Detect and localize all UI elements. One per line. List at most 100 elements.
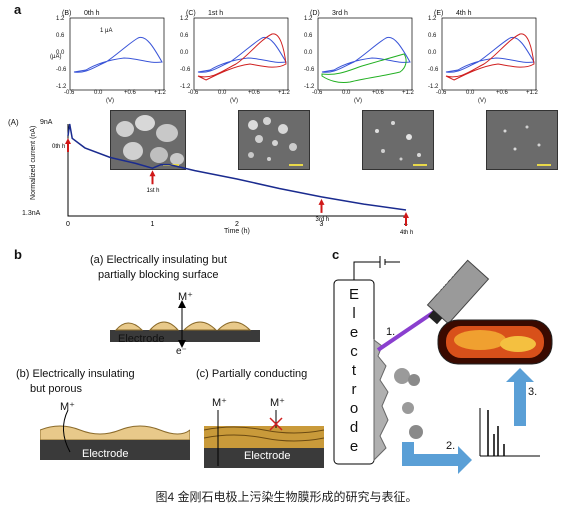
electrode-letter: E <box>348 286 359 303</box>
subpanel-a-title-line1: (a) Electrically insulating but <box>90 254 227 266</box>
electrode-letter: t <box>351 362 357 379</box>
time-marker-arrow <box>403 212 409 227</box>
cv-curve-blue <box>321 36 411 73</box>
time-marker-arrow <box>149 170 156 185</box>
sem-image-1h <box>238 110 310 170</box>
cv-panel-2: (D) 3rd h 1.2 0.6 0.0 -0.6 -1.2 -0.6 0.0 +0.6 +1.2… <box>304 10 414 104</box>
cv-curve-red <box>197 33 287 81</box>
cv-plot <box>69 17 165 91</box>
cv-frame <box>193 17 289 91</box>
cv-xtick: -0.6 <box>188 90 199 96</box>
electrode-letter: l <box>352 305 356 322</box>
sem-image-4h <box>486 110 558 170</box>
cv-xtick: -0.6 <box>312 90 323 96</box>
main-chart-xtick: 2 <box>235 221 239 228</box>
panel-c-diagram <box>333 256 553 474</box>
cv-ytick: 0.6 <box>180 33 189 39</box>
cv-frame <box>441 17 537 91</box>
cv-frame <box>69 17 165 91</box>
sem-image-0h <box>110 110 186 170</box>
main-chart-xtick: 0 <box>66 221 70 228</box>
cv-ytick: -1.2 <box>428 84 439 90</box>
cv-curve-green <box>321 53 407 83</box>
subpanel-a-diagram <box>110 300 260 348</box>
main-chart-ylabel: Normalized current (nA) <box>30 125 37 200</box>
cv-ytick: 0.0 <box>428 50 437 56</box>
cv-xtick: 0.0 <box>218 90 227 96</box>
time-marker-label: 4th h <box>400 230 413 236</box>
cv-xtick: +1.2 <box>154 90 166 96</box>
cv-panel-tag: (C) <box>186 10 196 17</box>
cv-ytick: -0.6 <box>56 67 67 73</box>
cv-ytick: -0.6 <box>428 67 439 73</box>
cv-panel-title: 4th h <box>456 10 472 17</box>
cv-ytick: 0.0 <box>180 50 189 56</box>
cv-ytick: -1.2 <box>56 84 67 90</box>
subpanel-c-ion-2: M⁺ <box>270 397 285 409</box>
cv-curve-blue <box>445 36 535 73</box>
cv-ylabel: (μA) <box>50 54 62 60</box>
cv-xlabel: (V) <box>478 98 486 104</box>
subpanel-a-electron: e⁻ <box>176 346 187 357</box>
subpanel-c-electrode-label: Electrode <box>244 450 291 462</box>
cv-ytick: 0.0 <box>56 50 65 56</box>
cv-ytick: 0.0 <box>304 50 313 56</box>
time-marker-label: 1st h <box>147 188 160 194</box>
cv-ytick: 1.2 <box>304 16 313 22</box>
cv-xtick: 0.0 <box>94 90 103 96</box>
cv-plot <box>441 17 537 91</box>
cv-frame <box>317 17 413 91</box>
cv-curve-blue <box>197 36 287 73</box>
cv-ytick: -1.2 <box>304 84 315 90</box>
electrode-letter: e <box>349 324 359 341</box>
figure-caption: 图4 金刚石电极上污染生物膜形成的研究与表征。 <box>155 490 418 504</box>
cv-xtick: +1.2 <box>526 90 538 96</box>
electrode-letter: c <box>350 343 358 360</box>
cv-xlabel: (V) <box>106 98 114 104</box>
cv-xtick: +1.2 <box>402 90 414 96</box>
subpanel-a-electrode-label: Electrode <box>118 333 165 345</box>
electrode-letter: r <box>351 381 357 398</box>
electrode-letter: d <box>349 419 359 436</box>
cv-ytick: 1.2 <box>56 16 65 22</box>
cv-panel-title: 1st h <box>208 10 224 17</box>
subpanel-c-diagram <box>204 410 324 468</box>
main-chart-xtick: 1 <box>151 221 155 228</box>
cv-xtick: +0.6 <box>496 90 508 96</box>
subpanel-a-title-line2: partially blocking surface <box>98 269 219 281</box>
cv-curve-blue <box>73 36 163 73</box>
subpanel-b-electrode-label: Electrode <box>82 448 129 460</box>
step-1-label: 1. <box>386 326 396 338</box>
cv-ytick: -0.6 <box>180 67 191 73</box>
step-2-label: 2. <box>446 440 456 452</box>
cv-xtick: -0.6 <box>436 90 447 96</box>
cv-panel-0: (B) 0th h (μA) 1 μA 1.2 0.6 0.0 -0.6 -1.2 -0.6 0.0… <box>50 10 166 104</box>
main-chart-tag: (A) <box>8 118 19 127</box>
cv-panel-3: (E) 4th h 1.2 0.6 0.0 -0.6 -1.2 -0.6 0.0 +0.6 +1.2… <box>428 10 538 104</box>
electrode-letter: o <box>349 400 359 417</box>
subpanel-a-ion: M⁺ <box>178 291 193 303</box>
subpanel-b-title-line1: (b) Electrically insulating <box>16 368 135 380</box>
time-marker-arrow <box>318 198 325 213</box>
cv-plot <box>193 17 289 91</box>
cv-ytick: -0.6 <box>304 67 315 73</box>
subpanel-c-ion-1: M⁺ <box>212 397 227 409</box>
main-chart-xtick: 3 <box>320 221 324 228</box>
cv-scale-label: 1 μA <box>100 28 113 34</box>
subpanel-b-diagram <box>40 409 190 460</box>
cv-panel-1: (C) 1st h 1.2 0.6 0.0 -0.6 -1.2 -0.6 0.0 +0.6 +1.2… <box>180 10 290 104</box>
cv-ytick: 1.2 <box>428 16 437 22</box>
panel-b-label: b <box>14 247 22 262</box>
main-chart-y-bottom-label: 1.3nA <box>22 210 41 217</box>
step-3-label: 3. <box>528 386 538 398</box>
cv-panel-tag: (B) <box>62 10 72 17</box>
cv-xtick: 0.0 <box>342 90 351 96</box>
cv-ytick: 0.6 <box>56 33 65 39</box>
cv-xtick: 0.0 <box>466 90 475 96</box>
main-chart-y-top-label: 9nA <box>40 119 53 126</box>
cv-ytick: -1.2 <box>180 84 191 90</box>
cv-xlabel: (V) <box>230 98 238 104</box>
time-marker-arrow <box>65 137 71 152</box>
cv-xtick: +0.6 <box>372 90 384 96</box>
